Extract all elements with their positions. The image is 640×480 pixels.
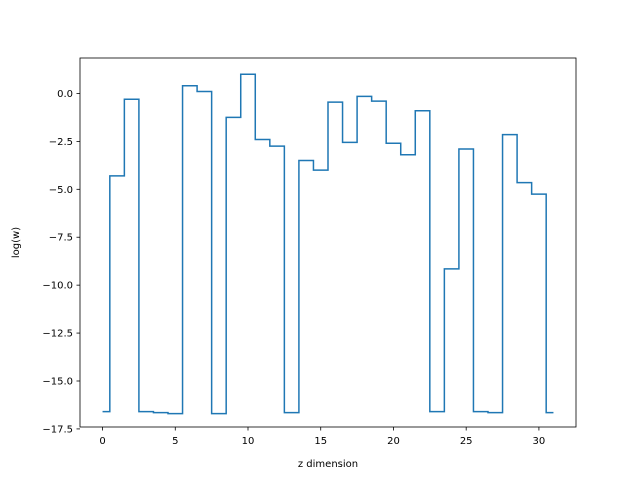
y-tick-label: −2.5: [49, 137, 73, 148]
y-tick-label: −15.0: [42, 376, 73, 387]
x-tick-label: 25: [460, 436, 473, 447]
plot-area: [102, 73, 554, 415]
series-line-0: [102, 73, 554, 415]
x-tick-label: 10: [242, 436, 255, 447]
y-tick-label: 0.0: [57, 89, 73, 100]
x-tick-label: 30: [533, 436, 546, 447]
x-tick-label: 0: [99, 436, 105, 447]
y-tick-label: −7.5: [49, 233, 73, 244]
y-tick-label: −12.5: [42, 329, 73, 340]
y-tick-label: −17.5: [42, 424, 73, 435]
y-axis: 0.0 −2.5 −5.0 −7.5 −10.0 −12.5 −15.0 −17.5: [42, 89, 80, 435]
x-tick-label: 5: [172, 436, 178, 447]
y-axis-label: log(w): [11, 227, 22, 258]
y-tick-label: −5.0: [49, 185, 73, 196]
x-axis-label: z dimension: [298, 459, 358, 470]
y-tick-label: −10.0: [42, 281, 73, 292]
x-axis: 0 5 10 15 20 25 30: [99, 427, 545, 447]
x-tick-label: 15: [314, 436, 327, 447]
axes-frame: [79, 57, 577, 428]
x-tick-label: 20: [387, 436, 400, 447]
